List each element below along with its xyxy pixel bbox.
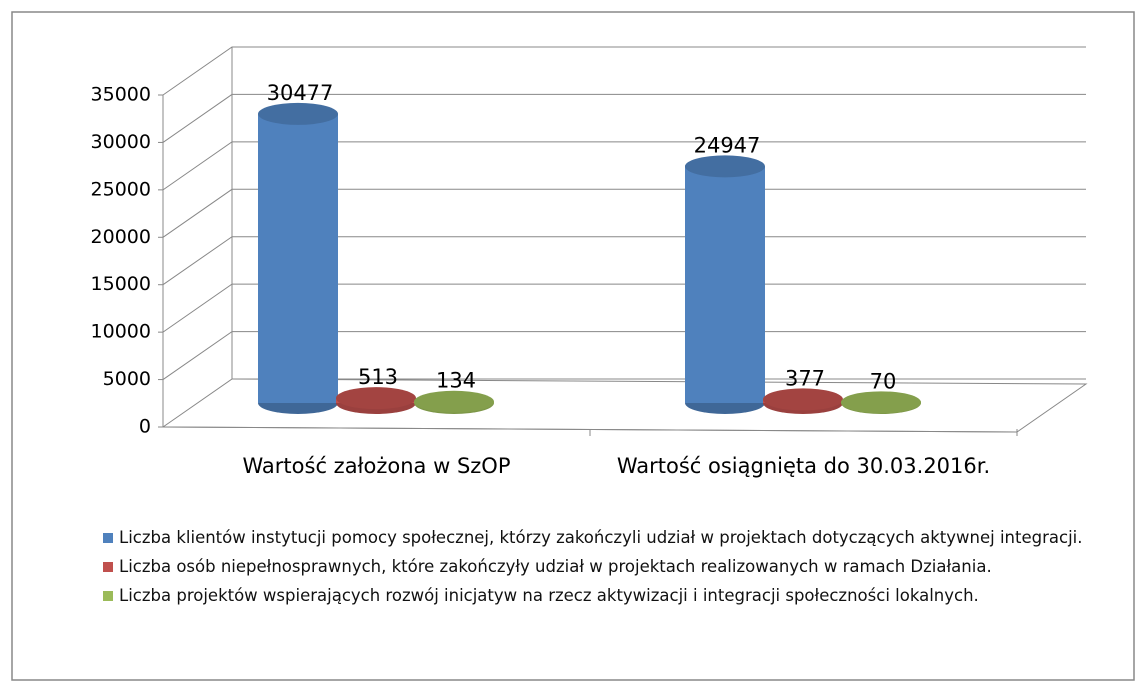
bar-top — [685, 155, 765, 178]
y-tick-label: 5000 — [103, 368, 151, 390]
legend-swatch — [103, 533, 113, 543]
y-tick-label: 30000 — [91, 131, 151, 153]
x-tick-label: Wartość osiągnięta do 30.03.2016r. — [617, 454, 990, 478]
y-tick-label: 35000 — [91, 84, 151, 106]
value-label: 513 — [358, 365, 398, 389]
bar-top — [414, 390, 494, 413]
chart-border — [11, 11, 1135, 681]
bar-top — [841, 391, 921, 414]
legend-item: Liczba klientów instytucji pomocy społec… — [100, 525, 1110, 550]
bar-top — [336, 387, 416, 410]
legend-swatch — [103, 591, 113, 601]
grid-line — [162, 331, 1086, 380]
grid-line — [162, 236, 1086, 286]
legend-label: Liczba osób niepełnosprawnych, które zak… — [119, 557, 992, 576]
x-tick-label: Wartość założona w SzOP — [243, 454, 511, 478]
legend-label: Liczba projektów wspierających rozwój in… — [119, 586, 979, 605]
y-tick-label: 20000 — [91, 226, 151, 248]
bar-top — [763, 388, 843, 411]
bar-body — [685, 166, 765, 403]
value-label: 377 — [785, 366, 825, 390]
grid-line — [162, 188, 1086, 238]
legend-item: Liczba projektów wspierających rozwój in… — [100, 583, 1110, 608]
y-tick-label: 25000 — [91, 178, 151, 200]
grid-line — [162, 283, 1086, 333]
legend: Liczba klientów instytucji pomocy społec… — [100, 525, 1110, 612]
bar-body — [258, 113, 338, 404]
value-label: 134 — [436, 369, 476, 393]
grid-line — [162, 93, 1086, 143]
y-tick-label: 15000 — [91, 273, 151, 295]
y-tick-label: 10000 — [91, 321, 151, 343]
value-label: 70 — [870, 369, 897, 393]
legend-item: Liczba osób niepełnosprawnych, które zak… — [100, 554, 1110, 579]
value-label: 24947 — [694, 133, 761, 157]
y-tick-label: 0 — [139, 416, 151, 438]
legend-label: Liczba klientów instytucji pomocy społec… — [119, 528, 1083, 547]
bar-top — [258, 102, 338, 125]
grid-line — [162, 378, 1086, 428]
grid-line — [162, 141, 1086, 191]
grid-line — [162, 46, 1086, 96]
legend-swatch — [103, 562, 113, 572]
value-label: 30477 — [267, 81, 334, 105]
